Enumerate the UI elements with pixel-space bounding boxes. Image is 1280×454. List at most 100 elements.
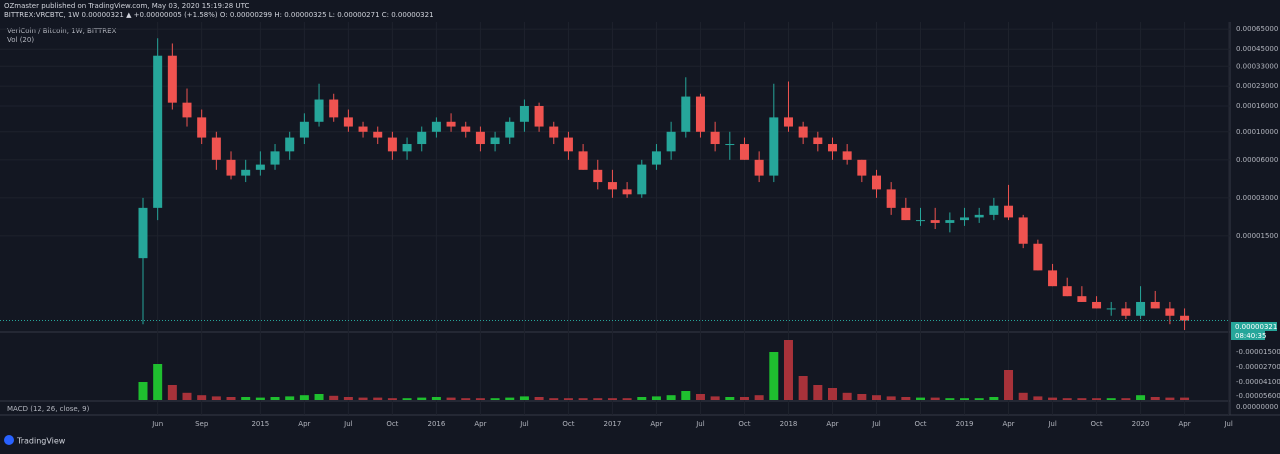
volume-label: Vol (20) [7, 36, 34, 44]
volume-bar [681, 391, 691, 400]
x-tick-label: Apr [826, 420, 838, 428]
volume-bar [769, 352, 779, 400]
volume-bar [490, 398, 500, 400]
lower-axis-label: -0.00005600 [1236, 392, 1280, 400]
volume-bar [1092, 398, 1102, 400]
candle-body [1092, 301, 1102, 309]
volume-bar [358, 397, 368, 400]
volume-bar [549, 398, 559, 400]
volume-bar [373, 397, 383, 400]
candle-body [226, 159, 236, 176]
volume-bar [637, 397, 647, 400]
x-tick-label: Oct [914, 420, 926, 428]
volume-bar [1048, 397, 1058, 400]
candle-body [1004, 205, 1014, 218]
volume-bar [241, 397, 251, 400]
candle-body [461, 126, 471, 132]
candle-body [857, 159, 867, 176]
candle-body [827, 144, 837, 152]
volume-bar [519, 396, 529, 400]
x-tick-label: Apr [650, 420, 662, 428]
brand-logo [4, 435, 14, 445]
volume-bar [299, 395, 309, 400]
candle-body [651, 151, 661, 165]
volume-bar [255, 397, 265, 400]
x-tick-label: Jul [1047, 420, 1057, 428]
volume-bar [534, 397, 544, 400]
candle-body [842, 151, 852, 160]
candle-body [343, 117, 353, 127]
volume-bar [417, 397, 427, 400]
volume-bar [607, 398, 617, 400]
volume-bar [1062, 398, 1072, 400]
volume-bar [475, 398, 485, 400]
volume-bar [901, 397, 911, 400]
candle-body [872, 175, 881, 190]
candle-body [622, 189, 632, 195]
candle-body [1018, 217, 1028, 244]
volume-bar [783, 340, 793, 400]
candle-body [373, 131, 383, 138]
x-tick-label: Jul [519, 420, 529, 428]
volume-bar [1077, 398, 1087, 400]
x-tick-label: 2017 [604, 420, 622, 428]
volume-bar [651, 396, 661, 400]
candle-body [1165, 308, 1175, 316]
candle-body [138, 207, 148, 259]
volume-bar [402, 398, 412, 400]
lower-axis-label: 0.00000000 [1236, 403, 1278, 411]
volume-bar [197, 395, 207, 400]
brand: TradingView [4, 435, 66, 446]
candle-body [666, 131, 676, 152]
volume-bar [270, 397, 280, 400]
candle-body [505, 121, 515, 138]
volume-bar [593, 398, 603, 400]
candle-body [593, 169, 603, 183]
candle-body [974, 214, 984, 218]
x-tick-label: Jul [1223, 420, 1233, 428]
volume-bar [945, 398, 955, 400]
x-tick-label: Apr [1002, 420, 1014, 428]
candle-body [402, 144, 412, 152]
candle-body [1033, 243, 1043, 271]
candle-body [211, 137, 221, 160]
candle-body [241, 169, 251, 176]
x-tick-label: Jun [151, 420, 163, 428]
volume-bar [622, 398, 632, 400]
candle-body [725, 144, 735, 146]
x-tick-label: Oct [386, 420, 398, 428]
volume-bar [960, 398, 970, 400]
volume-bar [916, 397, 926, 400]
candle-body [1106, 308, 1116, 310]
candle-body [783, 117, 793, 127]
volume-bar [827, 388, 837, 400]
candle-body [637, 164, 647, 195]
candle-body [578, 151, 588, 170]
candle-body [314, 99, 324, 122]
volume-bar [387, 398, 397, 400]
candle-body [813, 137, 823, 145]
x-tick-label: Jul [343, 420, 353, 428]
price-badge [1231, 322, 1277, 331]
candle-body [519, 105, 529, 122]
volume-bar [343, 397, 353, 400]
volume-bar [754, 395, 764, 400]
candle-body [695, 96, 705, 132]
candle-body [285, 137, 295, 152]
y-tick-label: 0.00045000 [1236, 45, 1278, 53]
y-tick-label: 0.00023000 [1236, 82, 1278, 90]
volume-bar [857, 394, 867, 400]
volume-bar [813, 385, 823, 400]
candle-body [607, 182, 617, 190]
volume-bar [1106, 398, 1116, 400]
volume-bar [1033, 396, 1043, 400]
x-tick-label: Apr [474, 420, 486, 428]
candle-body [153, 55, 163, 208]
candle-body [798, 126, 808, 138]
candle-body [901, 207, 911, 221]
candle-body [1180, 315, 1190, 321]
candle-body [431, 121, 441, 132]
candle-body [299, 121, 309, 138]
x-tick-label: Jul [871, 420, 881, 428]
candle-body [1048, 270, 1058, 287]
